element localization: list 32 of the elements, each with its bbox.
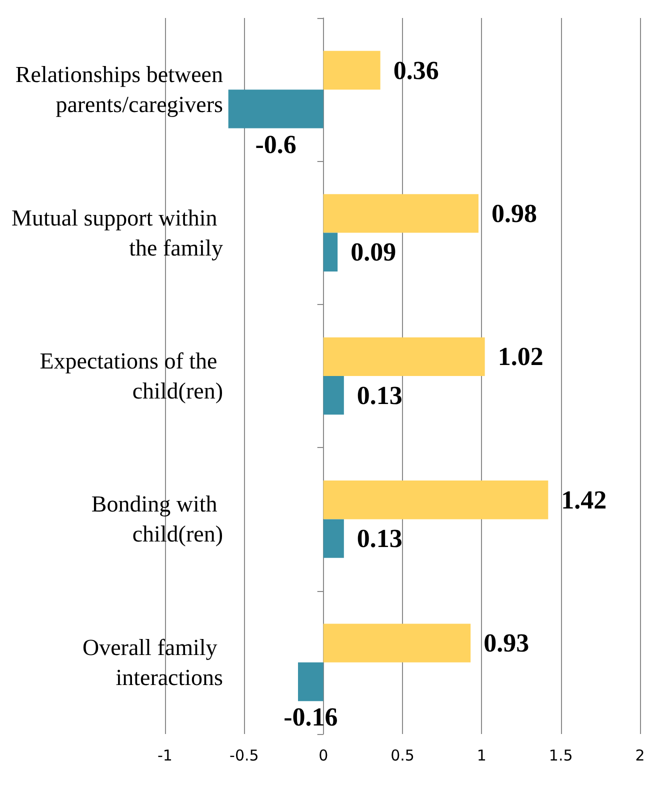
data-label: 0.13: [356, 524, 402, 554]
data-label: 1.02: [498, 342, 544, 372]
data-label: 0.36: [393, 56, 439, 85]
x-tick-label: -0.5: [230, 746, 259, 764]
data-label: 0.13: [356, 380, 402, 410]
bar: [323, 50, 380, 90]
y-tick-label: Overall family interactions: [82, 634, 224, 690]
data-label: -0.16: [284, 702, 338, 732]
bar: [323, 194, 478, 233]
y-tick-label: Relationships between parents/caregivers: [15, 62, 224, 118]
data-label: -0.6: [255, 130, 296, 159]
y-tick-label: Mutual support within the family: [12, 205, 224, 260]
x-tick-label: 0.5: [390, 746, 414, 764]
data-label: 1.42: [561, 485, 607, 514]
x-tick-label: 1: [476, 746, 486, 764]
bar: [298, 662, 324, 702]
x-tick-label: 0: [318, 746, 328, 764]
bar: [323, 376, 344, 415]
y-tick-label: Bonding with child(ren): [91, 492, 223, 547]
bar: [323, 519, 344, 558]
bar: [228, 90, 324, 128]
data-label: 0.93: [484, 628, 530, 658]
bar: [323, 337, 485, 376]
data-label: 0.09: [350, 238, 396, 267]
bar: [323, 232, 338, 272]
data-label: 0.98: [492, 198, 537, 228]
y-tick-label: Expectations of the child(ren): [40, 348, 223, 404]
x-tick-label: 2: [635, 746, 645, 764]
bar: [323, 480, 548, 520]
x-tick-label: -1: [158, 746, 172, 764]
x-tick-label: 1.5: [548, 746, 573, 764]
bar: [323, 624, 471, 662]
